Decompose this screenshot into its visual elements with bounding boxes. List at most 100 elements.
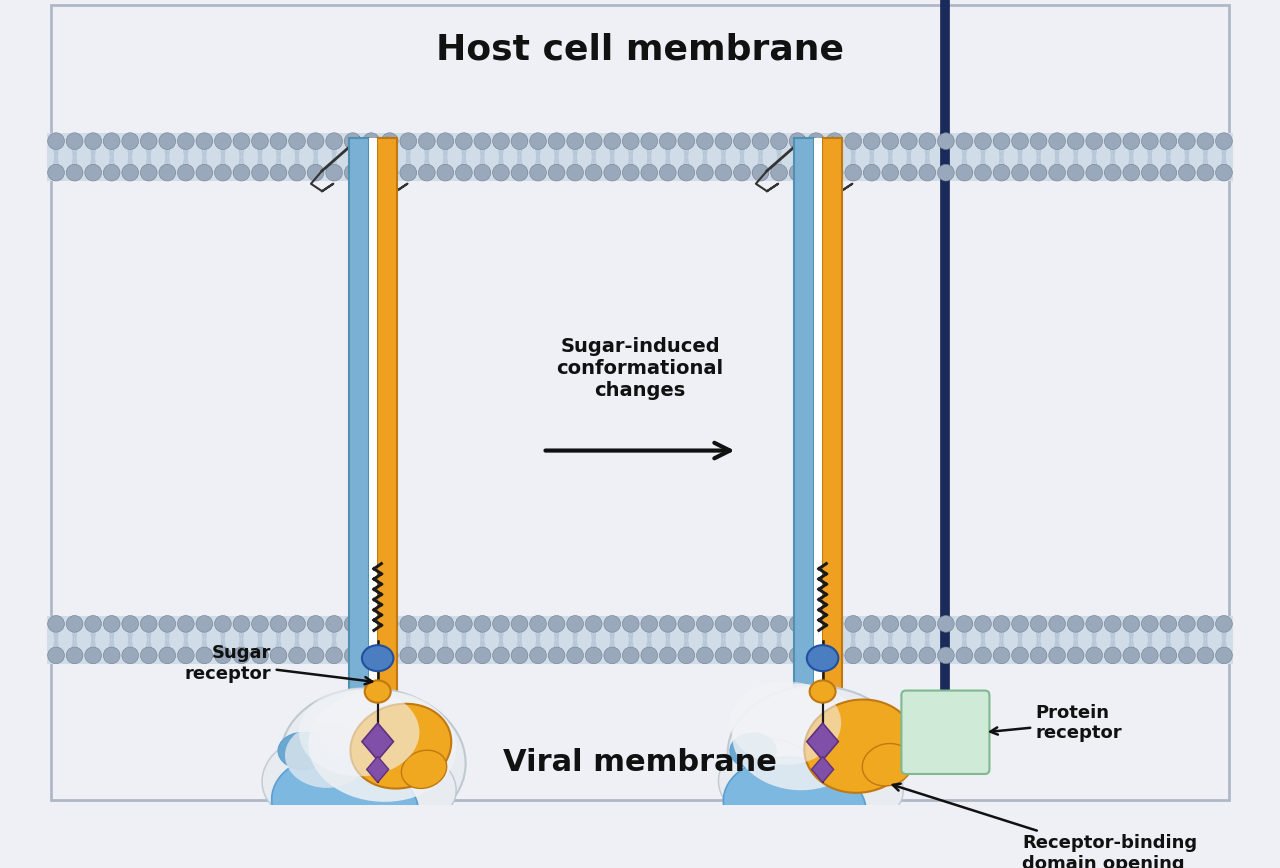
Circle shape	[827, 133, 844, 149]
Circle shape	[919, 164, 936, 181]
Circle shape	[1142, 133, 1158, 149]
Circle shape	[1011, 133, 1028, 149]
Circle shape	[122, 647, 138, 664]
Circle shape	[1160, 164, 1176, 181]
Circle shape	[399, 647, 416, 664]
Text: Viral membrane: Viral membrane	[503, 747, 777, 777]
Circle shape	[67, 164, 83, 181]
Circle shape	[47, 133, 64, 149]
Circle shape	[585, 164, 602, 181]
Ellipse shape	[280, 688, 466, 832]
Circle shape	[1216, 615, 1233, 632]
Circle shape	[696, 615, 713, 632]
Circle shape	[659, 647, 676, 664]
Circle shape	[399, 164, 416, 181]
Circle shape	[1123, 647, 1139, 664]
Circle shape	[196, 133, 212, 149]
Circle shape	[808, 133, 824, 149]
Circle shape	[790, 164, 806, 181]
Circle shape	[882, 647, 899, 664]
Circle shape	[84, 164, 101, 181]
Circle shape	[716, 164, 732, 181]
Circle shape	[622, 133, 639, 149]
Circle shape	[1160, 615, 1176, 632]
Circle shape	[716, 133, 732, 149]
Circle shape	[474, 647, 490, 664]
Circle shape	[362, 164, 380, 181]
Ellipse shape	[402, 750, 447, 788]
Circle shape	[790, 133, 806, 149]
Circle shape	[1197, 615, 1213, 632]
Circle shape	[141, 647, 157, 664]
Ellipse shape	[383, 755, 456, 820]
Circle shape	[771, 133, 787, 149]
Bar	[370, 138, 376, 868]
Circle shape	[344, 615, 361, 632]
Circle shape	[771, 164, 787, 181]
Circle shape	[159, 164, 175, 181]
Circle shape	[493, 615, 509, 632]
Circle shape	[104, 164, 120, 181]
Polygon shape	[366, 756, 389, 782]
Circle shape	[159, 615, 175, 632]
Ellipse shape	[730, 681, 841, 765]
Circle shape	[104, 133, 120, 149]
Circle shape	[233, 164, 250, 181]
Bar	[47, 133, 1233, 181]
Circle shape	[716, 615, 732, 632]
Circle shape	[1197, 133, 1213, 149]
Circle shape	[141, 615, 157, 632]
Circle shape	[289, 615, 306, 632]
Bar	[822, 138, 842, 868]
Circle shape	[1048, 133, 1065, 149]
Circle shape	[326, 615, 343, 632]
FancyBboxPatch shape	[901, 691, 989, 774]
Ellipse shape	[863, 744, 913, 786]
Ellipse shape	[278, 733, 329, 769]
Circle shape	[974, 615, 991, 632]
Circle shape	[84, 647, 101, 664]
Ellipse shape	[365, 681, 390, 703]
Bar	[47, 615, 1233, 664]
Circle shape	[233, 615, 250, 632]
Circle shape	[864, 615, 881, 632]
Circle shape	[567, 164, 584, 181]
Ellipse shape	[727, 686, 909, 825]
Circle shape	[493, 133, 509, 149]
Circle shape	[252, 164, 269, 181]
Circle shape	[733, 133, 750, 149]
Circle shape	[399, 615, 416, 632]
Circle shape	[84, 133, 101, 149]
Circle shape	[436, 615, 453, 632]
Circle shape	[1142, 647, 1158, 664]
Circle shape	[1068, 647, 1084, 664]
Circle shape	[956, 647, 973, 664]
Circle shape	[1011, 615, 1028, 632]
Circle shape	[511, 615, 527, 632]
Ellipse shape	[804, 700, 915, 792]
Circle shape	[1123, 164, 1139, 181]
Circle shape	[67, 615, 83, 632]
Circle shape	[900, 615, 918, 632]
Ellipse shape	[271, 754, 419, 858]
Circle shape	[1216, 647, 1233, 664]
Circle shape	[1030, 133, 1047, 149]
Circle shape	[474, 133, 490, 149]
Circle shape	[474, 615, 490, 632]
Circle shape	[604, 133, 621, 149]
Circle shape	[474, 164, 490, 181]
Circle shape	[252, 133, 269, 149]
Circle shape	[790, 615, 806, 632]
Circle shape	[270, 647, 287, 664]
Circle shape	[381, 647, 398, 664]
Circle shape	[67, 133, 83, 149]
Circle shape	[771, 615, 787, 632]
Circle shape	[1048, 647, 1065, 664]
Bar	[794, 138, 814, 868]
Circle shape	[548, 615, 564, 632]
Circle shape	[1216, 164, 1233, 181]
Circle shape	[974, 164, 991, 181]
Circle shape	[622, 164, 639, 181]
Ellipse shape	[308, 690, 457, 802]
Circle shape	[790, 647, 806, 664]
